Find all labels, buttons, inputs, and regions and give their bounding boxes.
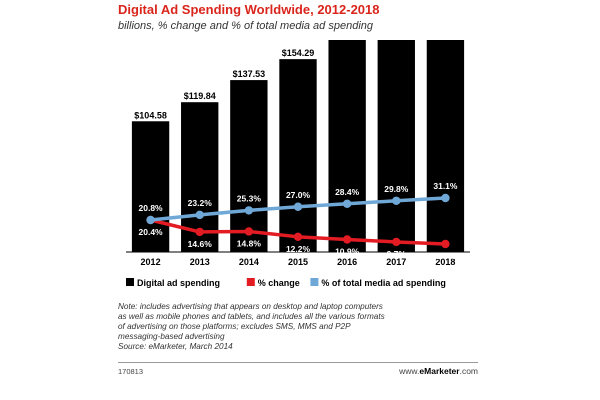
bar bbox=[426, 0, 465, 252]
x-tick-label: 2015 bbox=[288, 257, 308, 267]
legend-swatch bbox=[246, 278, 255, 286]
x-tick-label: 2016 bbox=[337, 257, 357, 267]
chart-card: Digital Ad Spending Worldwide, 2012-2018… bbox=[118, 0, 478, 400]
brand-suffix: .com bbox=[459, 366, 478, 376]
legend-swatch bbox=[310, 278, 319, 286]
chart-id: 170813 bbox=[118, 367, 144, 376]
chart-area: $104.58$119.84$137.53$154.29$171.08$187.… bbox=[118, 0, 478, 300]
percent-of-total-data-label: 28.4% bbox=[335, 187, 360, 197]
note-line: as well as mobile phones and tablets, an… bbox=[118, 312, 385, 321]
footer-divider bbox=[118, 362, 478, 363]
note-line: messaging-based advertising bbox=[118, 332, 225, 341]
legend-label: % of total media ad spending bbox=[321, 278, 446, 288]
percent-of-total-point bbox=[342, 199, 352, 208]
percent-change-data-label: 10.9% bbox=[335, 246, 360, 256]
bar bbox=[377, 17, 415, 252]
percent-change-data-label: 20.4% bbox=[139, 227, 164, 237]
combo-chart: $104.58$119.84$137.53$154.29$171.08$187.… bbox=[126, 0, 470, 288]
percent-of-total-point bbox=[392, 196, 401, 205]
percent-change-point bbox=[244, 227, 254, 236]
x-tick-label: 2014 bbox=[239, 257, 259, 267]
percent-change-data-label: 12.2% bbox=[286, 244, 311, 254]
bar bbox=[131, 121, 170, 253]
percent-of-total-data-label: 20.8% bbox=[139, 203, 164, 213]
bar bbox=[328, 38, 366, 253]
percent-change-data-label: 8.7% bbox=[436, 251, 456, 261]
percent-of-total-data-label: 29.8% bbox=[384, 184, 409, 194]
bar-value-label: $119.84 bbox=[184, 91, 216, 101]
brand-prefix: www. bbox=[399, 366, 420, 376]
brand-name: eMarketer bbox=[419, 366, 460, 376]
percent-of-total-data-label: 31.1% bbox=[433, 181, 458, 191]
bar-value-label: $137.53 bbox=[233, 69, 266, 79]
x-tick-label: 2017 bbox=[386, 257, 406, 267]
source-line: Source: eMarketer, March 2014 bbox=[118, 342, 233, 351]
bar bbox=[181, 102, 219, 252]
note-line: of advertising on those platforms; exclu… bbox=[118, 322, 351, 331]
legend-label: % change bbox=[258, 278, 300, 288]
percent-change-data-label: 14.8% bbox=[237, 238, 262, 248]
percent-of-total-point bbox=[441, 193, 450, 203]
x-tick-label: 2018 bbox=[435, 257, 455, 267]
legend-swatch bbox=[126, 278, 134, 286]
percent-change-point bbox=[392, 237, 401, 247]
chart-title: Digital Ad Spending Worldwide, 2012-2018 bbox=[118, 2, 380, 17]
note-line: Note: includes advertising that appears … bbox=[118, 302, 383, 311]
chart-note: Note: includes advertising that appears … bbox=[118, 302, 478, 352]
percent-of-total-point bbox=[146, 215, 155, 225]
percent-of-total-point bbox=[195, 210, 204, 220]
percent-change-point bbox=[293, 232, 303, 242]
percent-of-total-data-label: 27.0% bbox=[286, 190, 311, 200]
percent-change-data-label: 9.7% bbox=[387, 249, 407, 259]
percent-change-data-label: 14.6% bbox=[188, 239, 213, 249]
chart-subtitle: billions, % change and % of total media … bbox=[118, 20, 374, 32]
percent-change-point bbox=[342, 235, 352, 244]
brand-logo: www.eMarketer.com bbox=[399, 366, 478, 376]
percent-of-total-point bbox=[293, 202, 303, 211]
bar-value-label: $104.58 bbox=[134, 110, 167, 120]
percent-of-total-point bbox=[244, 206, 254, 215]
bar bbox=[279, 59, 317, 253]
bar-value-label: $154.29 bbox=[282, 48, 315, 58]
percent-change-point bbox=[441, 239, 450, 249]
x-tick-label: 2013 bbox=[190, 257, 210, 267]
bar bbox=[230, 80, 268, 253]
percent-change-point bbox=[195, 227, 204, 237]
legend-label: Digital ad spending bbox=[137, 278, 220, 288]
percent-of-total-data-label: 23.2% bbox=[188, 198, 213, 208]
percent-of-total-data-label: 25.3% bbox=[237, 193, 262, 203]
x-tick-label: 2012 bbox=[141, 257, 161, 267]
